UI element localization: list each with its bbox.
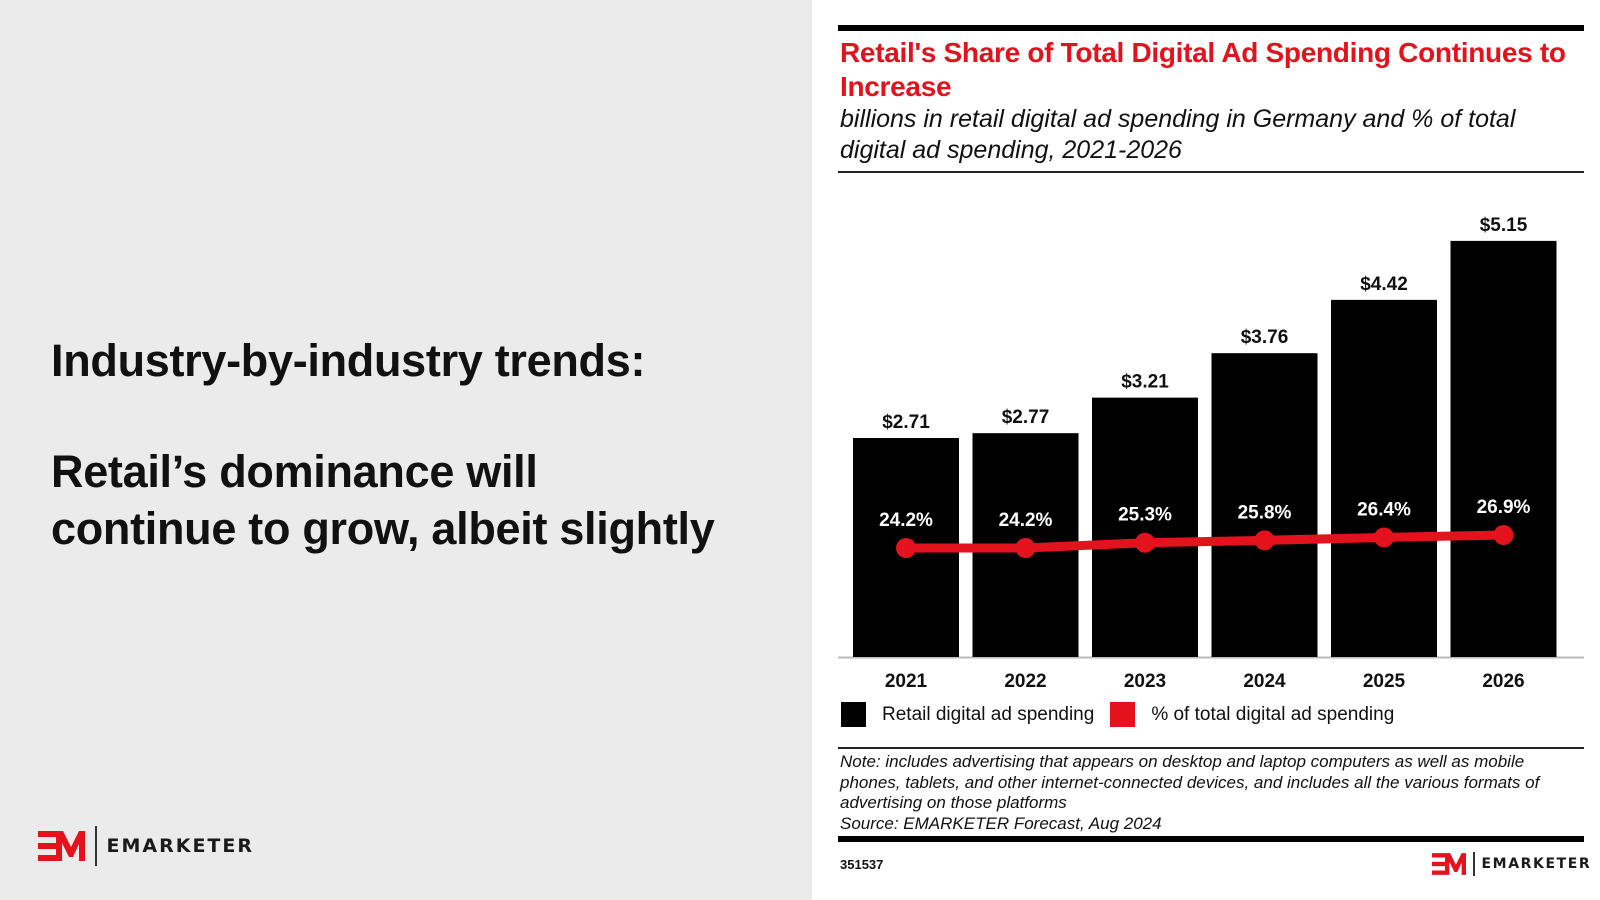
slide-subheadline: Retail’s dominance will continue to grow… [51,443,715,557]
legend-item-line: % of total digital ad spending [1110,702,1394,727]
line-point-2026 [1493,525,1514,546]
x-tick-label: 2025 [1363,671,1406,692]
bar-value-label: $4.42 [1360,274,1408,295]
line-value-label: 24.2% [879,510,933,531]
chart-top-rule [838,25,1584,31]
logo-wordmark: EMARKETER [1481,856,1592,872]
x-tick-label: 2024 [1243,671,1286,692]
note-text: Note: includes advertising that appears … [840,752,1540,812]
legend-label: % of total digital ad spending [1151,703,1395,725]
em-logo-icon [38,831,85,861]
chart-subtitle: billions in retail digital ad spending i… [840,105,1516,164]
x-tick-label: 2026 [1482,671,1524,692]
chart-legend: Retail digital ad spending % of total di… [841,702,1410,727]
line-point-2022 [1015,538,1036,558]
x-tick-label: 2021 [885,671,928,692]
line-value-label: 25.8% [1238,502,1292,523]
slide-headline: Industry-by-industry trends: [51,335,646,386]
line-point-2023 [1135,532,1155,553]
legend-swatch-red [1110,702,1136,727]
line-point-2021 [896,538,916,558]
bar-2023 [1092,397,1198,657]
line-value-label: 26.9% [1477,497,1531,518]
note-rule [838,747,1584,749]
bar-2025 [1331,299,1437,657]
chart-bottom-rule [838,836,1584,842]
bar-2024 [1211,353,1318,657]
bar-value-label: $3.21 [1121,372,1169,393]
emarketer-logo: EMARKETER [38,826,254,866]
line-value-label: 26.4% [1357,499,1411,520]
chart-id: 351537 [840,857,884,872]
line-point-2024 [1254,530,1275,551]
line-series-share [906,530,1504,553]
legend-swatch-black [841,702,866,727]
legend-label: Retail digital ad spending [882,703,1095,725]
bar-value-label: $5.15 [1480,215,1528,236]
source-text: Source: EMARKETER Forecast, Aug 2024 [840,813,1162,833]
chart-note: Note: includes advertising that appears … [840,752,1585,834]
line-value-label: 25.3% [1118,505,1172,526]
subtitle-rule [838,171,1584,173]
line-point-2025 [1374,527,1394,548]
emarketer-logo-small: EMARKETER [1432,852,1591,876]
em-logo-icon [1432,853,1466,875]
bar-value-label: $3.76 [1241,327,1289,348]
logo-divider [1473,852,1475,876]
subheadline-line-2: continue to grow, albeit slightly [51,503,715,554]
subheadline-line-1: Retail’s dominance will [51,446,538,497]
x-tick-label: 2022 [1004,671,1046,692]
bar-value-label: $2.71 [882,412,930,433]
bar-value-label: $2.77 [1002,407,1050,428]
legend-item-bars: Retail digital ad spending [841,702,1094,727]
bar-2026 [1450,240,1557,657]
slide-left-panel: Industry-by-industry trends: Retail’s do… [0,0,812,900]
x-tick-label: 2023 [1124,671,1166,692]
logo-divider [95,826,97,866]
line-value-label: 24.2% [999,510,1053,531]
chart-title: Retail's Share of Total Digital Ad Spend… [840,37,1566,102]
logo-wordmark: EMARKETER [106,835,254,857]
